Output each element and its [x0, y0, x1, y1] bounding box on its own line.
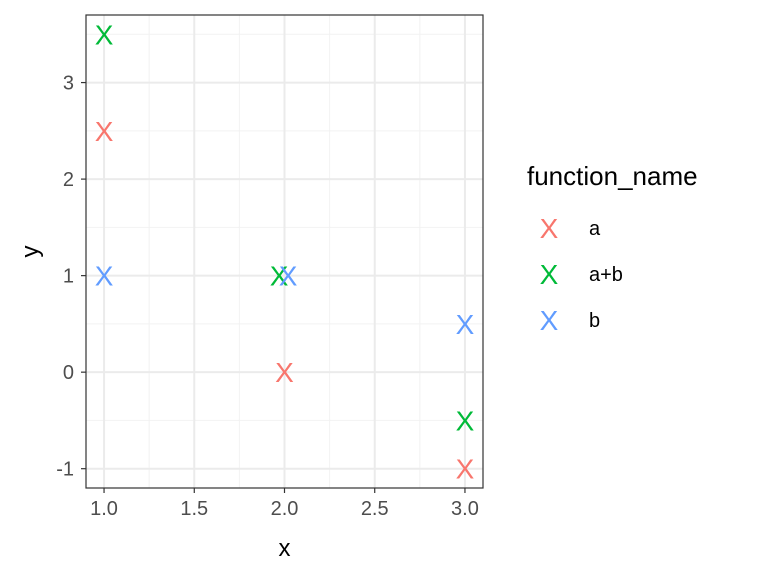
data-point: X — [275, 357, 294, 388]
x-tick-label: 1.0 — [90, 498, 118, 520]
data-point: X — [95, 19, 114, 50]
y-tick-label: 3 — [63, 73, 74, 95]
data-point: X — [95, 261, 114, 292]
data-point: X — [456, 405, 475, 436]
legend-key: X — [540, 259, 559, 290]
y-tick-label: -1 — [56, 459, 74, 481]
x-tick-label: 1.5 — [180, 498, 208, 520]
data-point: X — [456, 454, 475, 485]
y-axis-ticks: -1 0 1 2 3 — [56, 73, 86, 481]
y-tick-label: 0 — [63, 362, 74, 384]
x-tick-label: 3.0 — [451, 498, 479, 520]
major-gridlines — [86, 15, 483, 488]
legend-key: X — [540, 213, 559, 244]
y-tick-label: 1 — [63, 266, 74, 288]
data-point: X — [270, 261, 289, 292]
x-axis-title: x — [279, 535, 291, 562]
data-point: X — [279, 261, 298, 292]
legend-label: a — [589, 218, 601, 240]
x-axis-ticks: 1.0 1.5 2.0 2.5 3.0 — [90, 488, 479, 520]
data-point: X — [95, 116, 114, 147]
data-point: X — [456, 309, 475, 340]
y-tick-label: 2 — [63, 169, 74, 191]
y-axis-title: y — [17, 246, 44, 258]
legend-label: b — [589, 310, 600, 332]
legend-key: X — [540, 305, 559, 336]
legend-label: a+b — [589, 264, 623, 286]
x-tick-label: 2.5 — [361, 498, 389, 520]
legend-title: function_name — [527, 161, 698, 191]
x-tick-label: 2.0 — [271, 498, 299, 520]
